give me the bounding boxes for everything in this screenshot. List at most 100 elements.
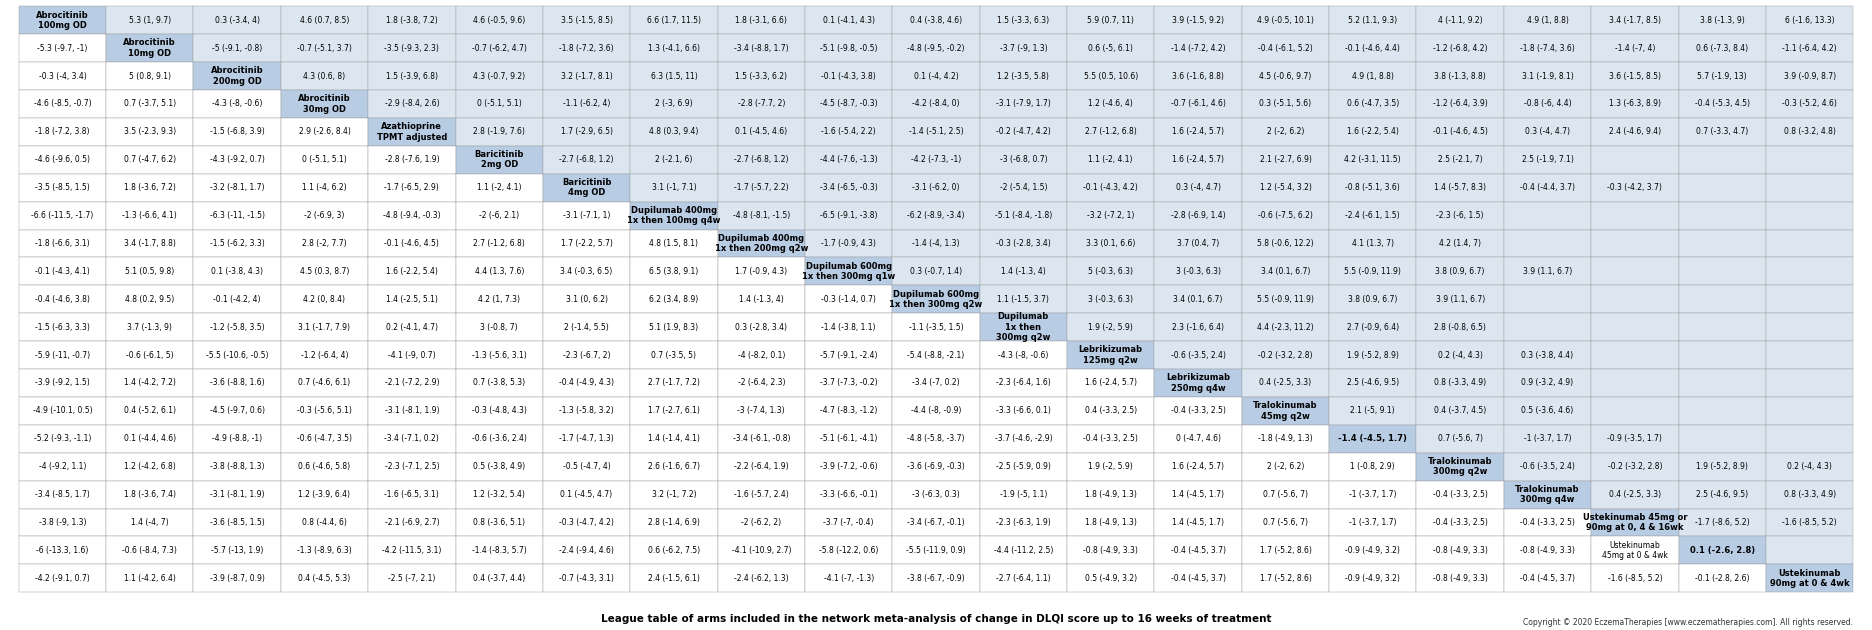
Text: 1.5 (-3.3, 6.3): 1.5 (-3.3, 6.3) bbox=[998, 16, 1050, 25]
Bar bbox=[19, 313, 107, 341]
Text: 1.1 (-1.5, 3.7): 1.1 (-1.5, 3.7) bbox=[998, 295, 1050, 304]
Bar bbox=[369, 62, 455, 90]
Bar bbox=[455, 229, 543, 258]
Text: -3.3 (-6.6, -0.1): -3.3 (-6.6, -0.1) bbox=[820, 490, 878, 499]
Bar bbox=[979, 536, 1067, 564]
Bar bbox=[543, 202, 631, 229]
Text: 5.1 (0.5, 9.8): 5.1 (0.5, 9.8) bbox=[125, 267, 174, 276]
Text: -1.6 (-5.4, 2.2): -1.6 (-5.4, 2.2) bbox=[822, 127, 876, 136]
Bar bbox=[631, 536, 717, 564]
Bar bbox=[1241, 90, 1329, 118]
Text: 1.9 (-5.2, 8.9): 1.9 (-5.2, 8.9) bbox=[1346, 350, 1398, 360]
Text: -2.4 (-6.1, 1.5): -2.4 (-6.1, 1.5) bbox=[1346, 211, 1400, 220]
Text: -3.1 (-7.9, 1.7): -3.1 (-7.9, 1.7) bbox=[996, 100, 1050, 108]
Text: -0.4 (-5.3, 4.5): -0.4 (-5.3, 4.5) bbox=[1694, 100, 1750, 108]
Text: -0.4 (-3.3, 2.5): -0.4 (-3.3, 2.5) bbox=[1432, 490, 1488, 499]
Bar bbox=[455, 62, 543, 90]
Bar bbox=[1329, 229, 1417, 258]
Bar bbox=[1329, 146, 1417, 174]
Text: -3.6 (-8.8, 1.6): -3.6 (-8.8, 1.6) bbox=[210, 379, 264, 387]
Bar bbox=[193, 258, 281, 285]
Text: 1.2 (-3.2, 5.4): 1.2 (-3.2, 5.4) bbox=[474, 490, 526, 499]
Bar bbox=[979, 313, 1067, 341]
Text: 3.8 (0.9, 6.7): 3.8 (0.9, 6.7) bbox=[1348, 295, 1398, 304]
Text: 1.6 (-2.2, 5.4): 1.6 (-2.2, 5.4) bbox=[1346, 127, 1398, 136]
Text: -0.6 (-3.5, 2.4): -0.6 (-3.5, 2.4) bbox=[1170, 350, 1226, 360]
Bar bbox=[1155, 229, 1241, 258]
Bar bbox=[281, 425, 369, 453]
Text: 3.4 (0.1, 6.7): 3.4 (0.1, 6.7) bbox=[1260, 267, 1310, 276]
Bar bbox=[1417, 202, 1503, 229]
Bar bbox=[193, 229, 281, 258]
Bar bbox=[369, 34, 455, 62]
Bar bbox=[369, 202, 455, 229]
Bar bbox=[979, 229, 1067, 258]
Text: -0.5 (-4.7, 4): -0.5 (-4.7, 4) bbox=[563, 462, 610, 471]
Bar bbox=[1765, 6, 1853, 34]
Bar bbox=[1679, 285, 1765, 313]
Text: 0.2 (-4, 4.3): 0.2 (-4, 4.3) bbox=[1788, 462, 1833, 471]
Text: -4 (-9.2, 1.1): -4 (-9.2, 1.1) bbox=[39, 462, 86, 471]
Text: 2 (-2, 6.2): 2 (-2, 6.2) bbox=[1267, 127, 1305, 136]
Text: 3.5 (-1.5, 8.5): 3.5 (-1.5, 8.5) bbox=[560, 16, 612, 25]
Bar bbox=[1679, 564, 1765, 592]
Bar bbox=[805, 481, 893, 508]
Bar bbox=[1679, 118, 1765, 146]
Text: -0.6 (-3.6, 2.4): -0.6 (-3.6, 2.4) bbox=[472, 434, 526, 444]
Bar bbox=[717, 6, 805, 34]
Bar bbox=[805, 229, 893, 258]
Text: 3.4 (-0.3, 6.5): 3.4 (-0.3, 6.5) bbox=[560, 267, 612, 276]
Bar bbox=[893, 508, 979, 536]
Text: -0.3 (-2.8, 3.4): -0.3 (-2.8, 3.4) bbox=[996, 239, 1050, 248]
Text: -5.2 (-9.3, -1.1): -5.2 (-9.3, -1.1) bbox=[34, 434, 92, 444]
Bar bbox=[1329, 481, 1417, 508]
Bar bbox=[1067, 508, 1155, 536]
Text: 2 (-2, 6.2): 2 (-2, 6.2) bbox=[1267, 462, 1305, 471]
Text: -0.9 (-3.5, 1.7): -0.9 (-3.5, 1.7) bbox=[1608, 434, 1662, 444]
Text: 0 (-4.7, 4.6): 0 (-4.7, 4.6) bbox=[1176, 434, 1221, 444]
Text: 1.4 (-4.5, 1.7): 1.4 (-4.5, 1.7) bbox=[1172, 490, 1224, 499]
Text: 2.5 (-4.6, 9.5): 2.5 (-4.6, 9.5) bbox=[1346, 379, 1398, 387]
Bar bbox=[631, 313, 717, 341]
Bar bbox=[979, 425, 1067, 453]
Text: -3.4 (-7.1, 0.2): -3.4 (-7.1, 0.2) bbox=[384, 434, 440, 444]
Text: -3.7 (-9, 1.3): -3.7 (-9, 1.3) bbox=[1000, 43, 1046, 53]
Text: 0.5 (-3.6, 4.6): 0.5 (-3.6, 4.6) bbox=[1522, 406, 1574, 415]
Bar bbox=[1067, 174, 1155, 202]
Bar bbox=[193, 174, 281, 202]
Text: 0.7 (-3.5, 5): 0.7 (-3.5, 5) bbox=[651, 350, 696, 360]
Bar bbox=[1765, 341, 1853, 369]
Bar bbox=[1241, 62, 1329, 90]
Bar bbox=[1503, 174, 1591, 202]
Bar bbox=[1067, 481, 1155, 508]
Text: 1.2 (-4.6, 4): 1.2 (-4.6, 4) bbox=[1088, 100, 1133, 108]
Bar bbox=[631, 118, 717, 146]
Text: 3.9 (-1.5, 9.2): 3.9 (-1.5, 9.2) bbox=[1172, 16, 1224, 25]
Bar bbox=[893, 229, 979, 258]
Bar bbox=[631, 6, 717, 34]
Bar bbox=[717, 174, 805, 202]
Text: 3 (-0.3, 6.3): 3 (-0.3, 6.3) bbox=[1176, 267, 1221, 276]
Bar bbox=[1329, 6, 1417, 34]
Text: -0.9 (-4.9, 3.2): -0.9 (-4.9, 3.2) bbox=[1346, 546, 1400, 555]
Text: 5.5 (-0.9, 11.9): 5.5 (-0.9, 11.9) bbox=[1256, 295, 1314, 304]
Text: -2.9 (-8.4, 2.6): -2.9 (-8.4, 2.6) bbox=[384, 100, 440, 108]
Text: 0.6 (-6.2, 7.5): 0.6 (-6.2, 7.5) bbox=[648, 546, 700, 555]
Text: 0.3 (-4, 4.7): 0.3 (-4, 4.7) bbox=[1526, 127, 1571, 136]
Text: -0.7 (-6.2, 4.7): -0.7 (-6.2, 4.7) bbox=[472, 43, 526, 53]
Text: 2 (-3, 6.9): 2 (-3, 6.9) bbox=[655, 100, 693, 108]
Text: 1.4 (-4.2, 7.2): 1.4 (-4.2, 7.2) bbox=[124, 379, 176, 387]
Bar bbox=[281, 90, 369, 118]
Text: -0.6 (-7.5, 6.2): -0.6 (-7.5, 6.2) bbox=[1258, 211, 1312, 220]
Bar bbox=[979, 397, 1067, 425]
Bar bbox=[631, 258, 717, 285]
Text: -1.4 (-3.8, 1.1): -1.4 (-3.8, 1.1) bbox=[822, 323, 876, 331]
Bar bbox=[631, 397, 717, 425]
Bar bbox=[1765, 118, 1853, 146]
Text: 3.2 (-1.7, 8.1): 3.2 (-1.7, 8.1) bbox=[562, 72, 612, 81]
Bar bbox=[193, 341, 281, 369]
Text: -0.3 (-1.4, 0.7): -0.3 (-1.4, 0.7) bbox=[822, 295, 876, 304]
Text: 0.5 (-3.8, 4.9): 0.5 (-3.8, 4.9) bbox=[474, 462, 526, 471]
Text: -4.6 (-9.6, 0.5): -4.6 (-9.6, 0.5) bbox=[36, 155, 90, 164]
Bar bbox=[455, 146, 543, 174]
